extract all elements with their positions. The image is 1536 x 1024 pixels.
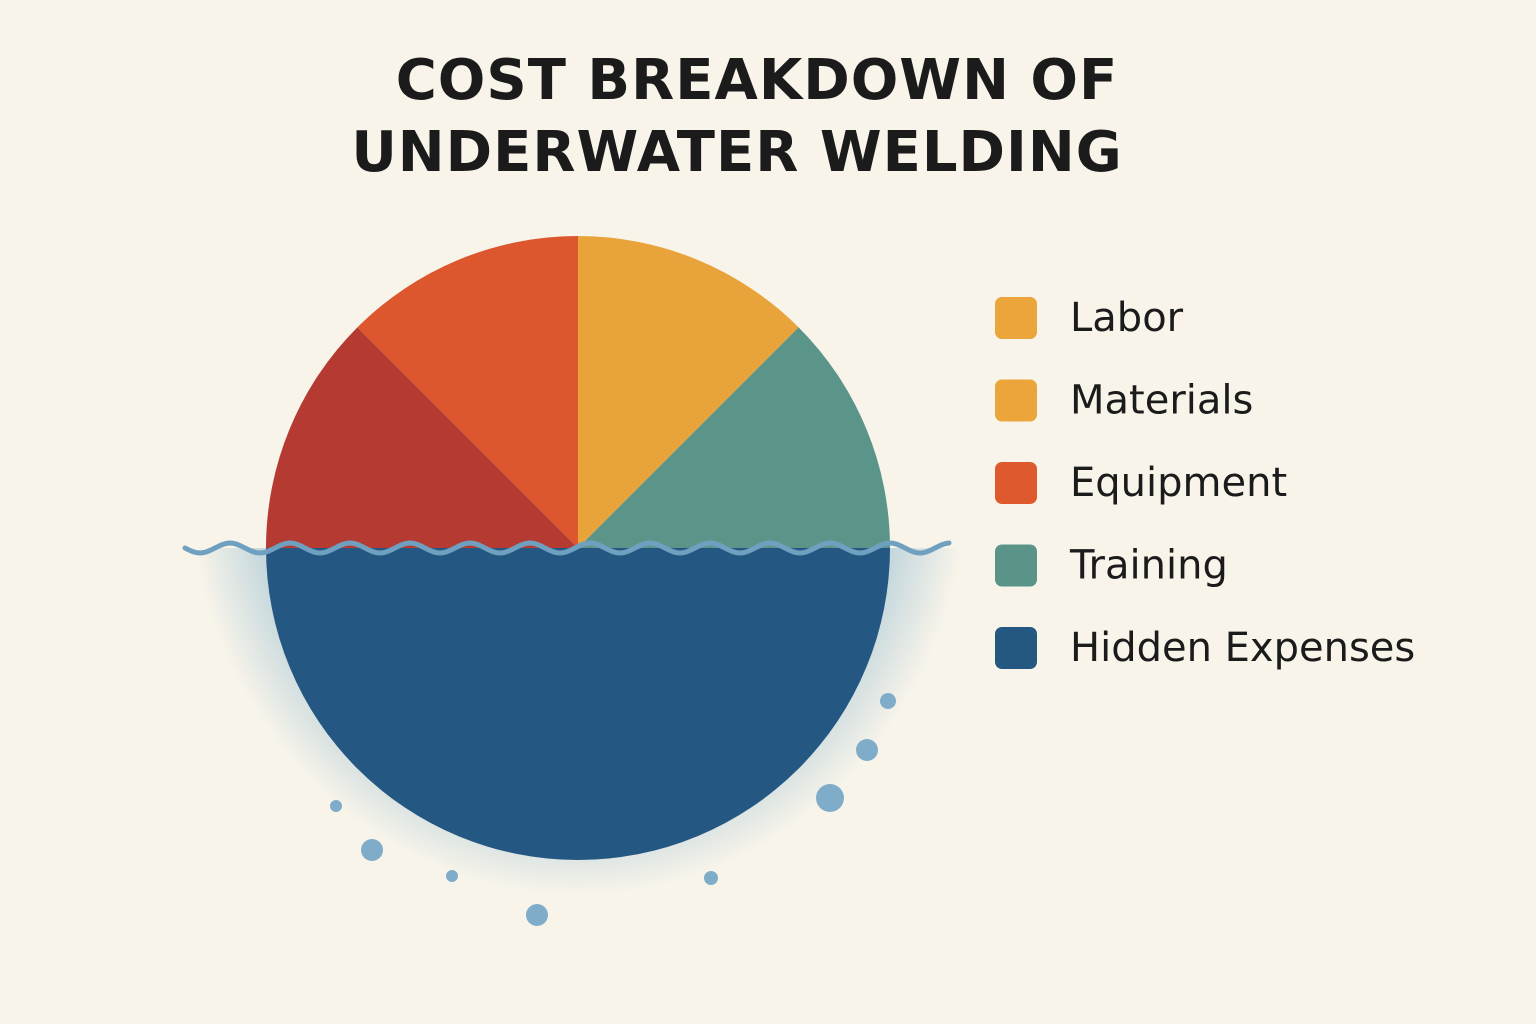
- bubble: [880, 693, 896, 709]
- pie-slice: [266, 327, 578, 548]
- legend-label: Training: [1069, 543, 1228, 589]
- legend-label: Hidden Expenses: [1070, 625, 1415, 671]
- legend-label: Materials: [1070, 378, 1253, 424]
- chart-title: UNDERWATER WELDING: [351, 120, 1122, 185]
- pie-slice: [578, 327, 890, 548]
- waterline: [182, 540, 952, 556]
- bubble: [704, 871, 718, 885]
- chart-title: COST BREAKDOWN OF: [396, 48, 1119, 113]
- bubble: [856, 739, 878, 761]
- legend-swatch: [995, 297, 1037, 339]
- bubble: [446, 870, 458, 882]
- bubble: [361, 839, 383, 861]
- bubble: [526, 904, 548, 926]
- bubble: [330, 800, 342, 812]
- legend-swatch: [995, 627, 1037, 669]
- legend-label: Equipment: [1070, 460, 1287, 506]
- pie-slice: [266, 548, 890, 860]
- legend: Labor Materials Equipment Training Hidden Ex…: [995, 295, 1415, 671]
- legend-swatch: [995, 462, 1037, 504]
- bubbles: [330, 693, 896, 926]
- pie-slice: [357, 236, 578, 548]
- legend-swatch: [995, 379, 1037, 422]
- bubble: [816, 784, 844, 812]
- pie-slice: [578, 236, 799, 548]
- legend-label: Labor: [1070, 295, 1184, 341]
- legend-swatch: [995, 544, 1037, 587]
